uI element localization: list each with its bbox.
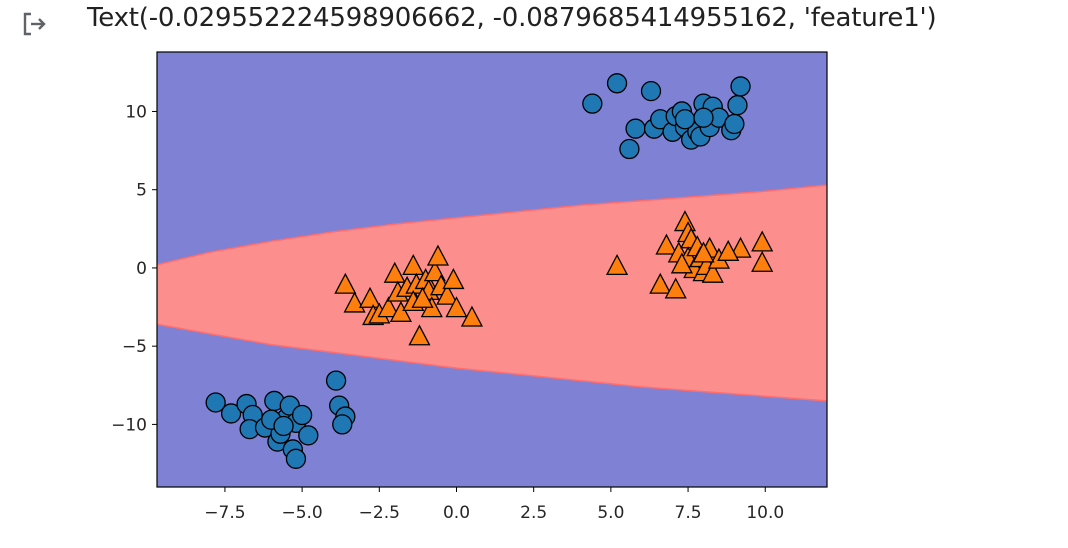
x-tick-label: −5.0 [281,503,322,523]
class1-point [445,296,468,318]
class0-point [727,95,748,116]
class1-point [402,253,425,276]
class0-point [606,73,628,94]
class0-point [298,425,319,446]
class0-point [220,403,242,424]
class0-point [332,414,353,435]
class0-point [285,448,307,469]
x-tick-label: 2.5 [520,503,547,523]
y-tick-label: 10 [125,102,147,122]
class1-point [460,305,484,327]
y-tick-label: 0 [136,259,147,279]
class1-point [442,268,465,290]
class0-point [619,138,640,160]
class0-point [291,404,313,426]
x-tick-label: 10.0 [746,503,784,523]
class1-point [729,236,752,258]
class1-point [655,233,678,255]
cell-output-row: Text(-0.029552224598906662, -0.087968541… [0,0,1068,44]
class0-point [730,76,751,97]
class1-point [751,250,774,272]
inner-region [157,185,827,401]
class1-point [383,261,406,283]
class1-point [377,296,400,318]
class1-point [408,324,431,346]
class1-point [423,260,446,282]
class0-point [582,93,603,114]
x-tick-label: −7.5 [204,503,245,523]
class0-point [625,118,646,139]
class1-point [605,253,629,276]
output-arrow-icon[interactable] [22,10,52,38]
x-tick-label: 5.0 [597,503,624,523]
class1-point [334,272,357,294]
class1-point [426,244,450,266]
class1-point [670,252,693,274]
output-text: Text(-0.029552224598906662, -0.087968541… [87,3,937,33]
class1-point [692,241,715,263]
y-tick-label: −5 [122,337,147,357]
class1-point [701,261,724,283]
class1-point [751,230,774,252]
x-tick-label: 0.0 [443,503,470,523]
class0-point [205,392,226,413]
upper-boundary-line [157,184,827,266]
class1-point [649,272,672,294]
axes-frame [156,51,828,488]
class1-point [436,283,459,305]
class0-point [325,370,347,391]
x-tick-label: 7.5 [675,503,702,523]
y-tick-label: −10 [111,415,147,435]
class1-point [358,286,382,308]
class0-point [273,415,294,437]
x-tick-label: −2.5 [359,503,400,523]
class1-point [664,277,687,299]
lower-boundary-line [157,323,827,402]
y-tick-label: 5 [136,181,147,201]
class0-point [693,107,714,128]
class0-point [640,80,662,102]
class1-point [717,239,740,261]
class1-point [411,286,434,308]
class1-point [389,300,412,322]
class0-point [674,109,696,130]
class0-point [724,113,745,135]
